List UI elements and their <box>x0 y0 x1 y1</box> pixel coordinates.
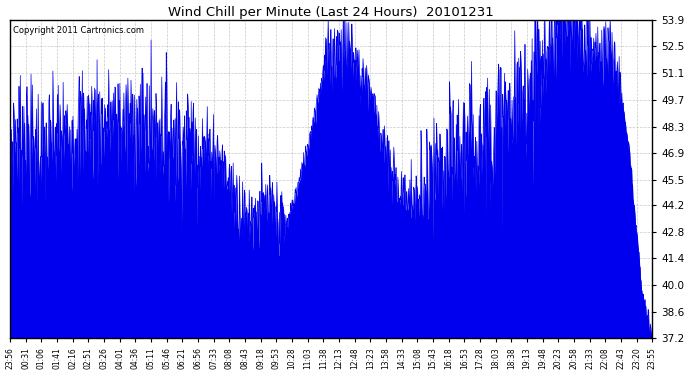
Text: Copyright 2011 Cartronics.com: Copyright 2011 Cartronics.com <box>13 26 144 35</box>
Title: Wind Chill per Minute (Last 24 Hours)  20101231: Wind Chill per Minute (Last 24 Hours) 20… <box>168 6 494 18</box>
